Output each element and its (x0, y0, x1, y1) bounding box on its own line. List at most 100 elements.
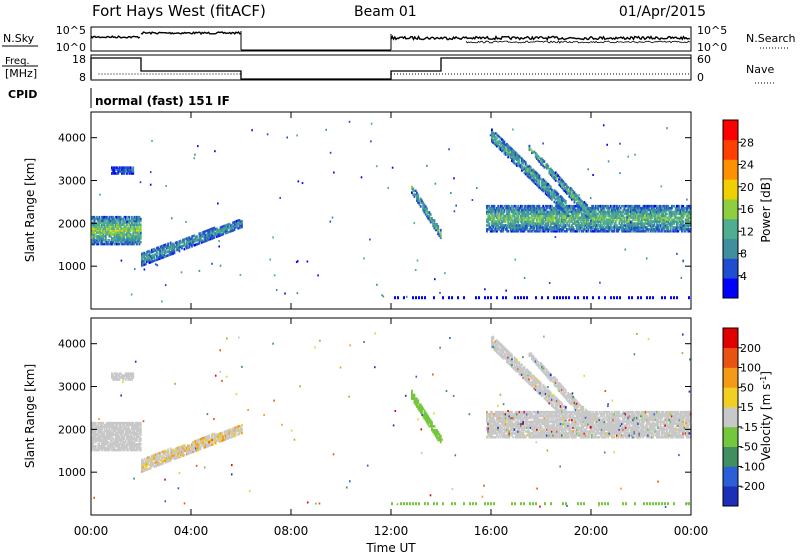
range-cell (106, 227, 108, 230)
noise-cell (360, 176, 363, 179)
range-cell (192, 238, 195, 242)
range-cell (654, 210, 657, 214)
range-cell (541, 157, 543, 160)
range-cell (111, 168, 113, 171)
range-cell (519, 214, 522, 218)
range-cell (647, 220, 650, 223)
range-cell (568, 195, 571, 198)
range-cell (208, 230, 211, 234)
range-cell (101, 231, 103, 234)
range-cell (562, 197, 565, 201)
range-cell (587, 217, 590, 220)
range-cell (163, 247, 166, 251)
range-cell (133, 448, 136, 452)
range-cell (636, 222, 638, 225)
range-cell (543, 187, 546, 190)
range-cell (141, 256, 143, 260)
range-cell (489, 416, 492, 420)
range-cell (524, 170, 527, 174)
range-cell (133, 229, 136, 232)
range-cell (171, 452, 173, 456)
range-cell (623, 222, 626, 225)
range-cell (122, 221, 125, 225)
range-cell (607, 214, 610, 218)
range-cell (688, 210, 691, 214)
range-cell (504, 204, 507, 208)
range-cell (563, 216, 566, 220)
range-cell (499, 142, 502, 146)
range-cell (666, 220, 668, 223)
range-cell (634, 222, 637, 225)
range-cell (589, 220, 592, 223)
range-cell (117, 435, 120, 438)
range-cell (138, 221, 141, 225)
range-cell (578, 203, 581, 206)
range-cell (547, 214, 550, 218)
range-cell (491, 220, 493, 223)
range-cell (142, 465, 145, 469)
noise-cell (680, 276, 683, 279)
range-cell (579, 200, 582, 204)
range-cell (528, 166, 531, 170)
range-cell (643, 208, 646, 212)
range-cell (413, 399, 416, 402)
range-cell (604, 214, 607, 218)
range-cell (148, 463, 151, 467)
range-cell (608, 220, 611, 223)
range-cell (532, 214, 535, 218)
range-cell (576, 203, 578, 207)
ground-cell (670, 296, 672, 300)
range-cell (551, 204, 553, 208)
range-cell (99, 227, 102, 230)
range-cell (499, 426, 502, 429)
range-cell (179, 447, 182, 451)
range-cell (156, 256, 158, 260)
range-cell (92, 423, 95, 427)
range-cell (636, 210, 638, 214)
range-cell (566, 192, 568, 195)
ground-cell (553, 296, 555, 300)
range-cell (134, 231, 137, 234)
range-cell (99, 229, 102, 232)
range-cell (537, 226, 540, 229)
range-cell (104, 441, 107, 444)
range-cell (571, 206, 573, 210)
range-cell (561, 204, 563, 207)
range-cell (572, 214, 575, 218)
range-cell (113, 237, 116, 240)
range-cell (499, 420, 502, 424)
range-cell (208, 434, 211, 438)
range-cell (162, 450, 165, 454)
range-cell (128, 427, 131, 431)
range-cell (202, 440, 205, 444)
range-cell (603, 212, 606, 216)
range-cell (522, 162, 525, 166)
range-cell (118, 378, 121, 381)
range-cell (106, 233, 108, 236)
range-cell (122, 239, 125, 242)
range-cell (128, 445, 131, 448)
range-cell (666, 204, 668, 208)
range-cell (127, 448, 130, 452)
range-cell (219, 233, 222, 237)
range-cell (127, 237, 130, 240)
range-cell (129, 237, 132, 240)
range-cell (221, 437, 223, 441)
range-cell (114, 431, 117, 435)
range-cell (163, 251, 166, 255)
range-cell (237, 427, 240, 430)
range-cell (111, 439, 113, 442)
range-cell (122, 242, 125, 246)
range-cell (642, 210, 645, 214)
range-cell (568, 210, 571, 214)
range-cell (537, 214, 540, 218)
range-cell (234, 226, 237, 229)
range-cell (98, 235, 101, 238)
range-cell (108, 433, 111, 436)
range-cell (493, 212, 496, 216)
range-cell (589, 218, 592, 221)
range-cell (101, 433, 103, 436)
range-cell (646, 212, 648, 216)
range-cell (639, 208, 642, 212)
range-cell (159, 453, 162, 456)
